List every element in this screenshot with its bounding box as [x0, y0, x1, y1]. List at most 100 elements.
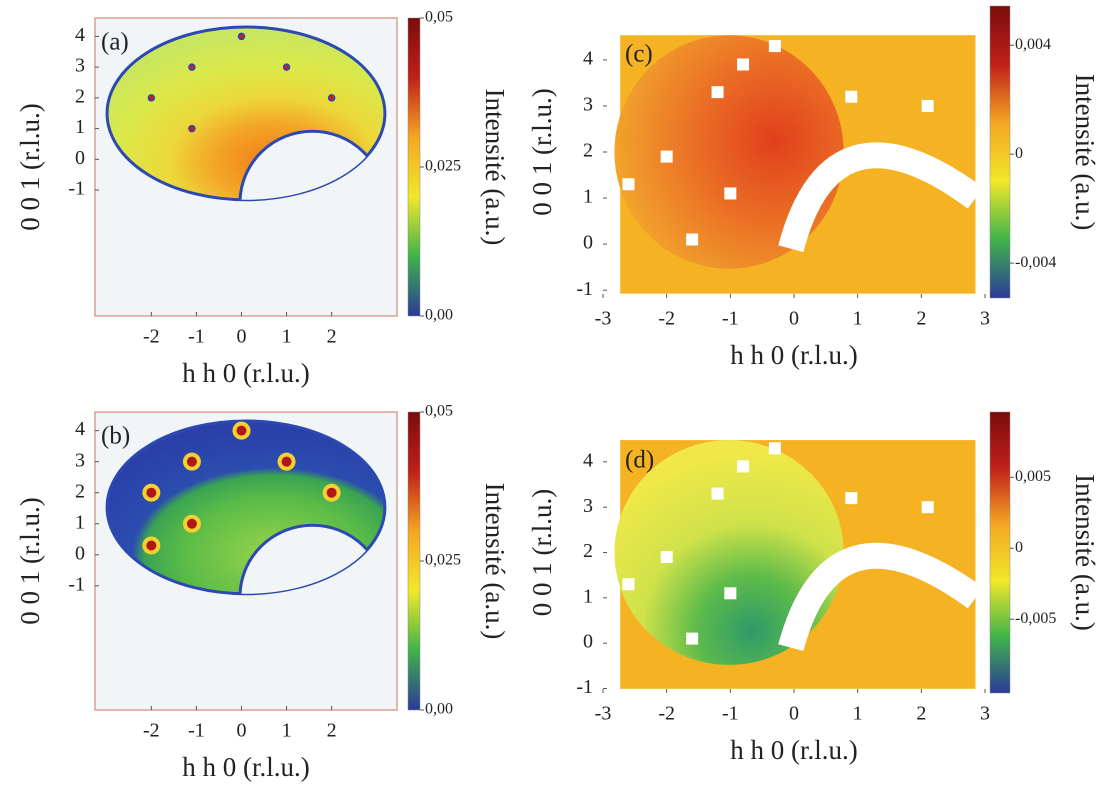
y-tick-label: -1 [68, 573, 85, 595]
bragg-peak [281, 456, 292, 467]
x-tick-label: -2 [143, 326, 160, 348]
colorbar-label: Intensité (a.u.) [1070, 474, 1100, 631]
x-tick-label: 1 [853, 308, 863, 330]
colorbar-label: Intensité (a.u.) [480, 89, 510, 246]
panel-label: (b) [101, 423, 130, 450]
x-tick-label: -1 [188, 326, 205, 348]
map-gap [778, 142, 984, 253]
masked-pixel [921, 501, 934, 514]
y-tick-label: 2 [75, 85, 85, 107]
bragg-peak [236, 425, 247, 436]
masked-pixel [737, 58, 750, 71]
bragg-peak [188, 124, 196, 133]
x-axis-label: h h 0 (r.l.u.) [730, 340, 858, 370]
colorbar-tick-label: 0,00 [425, 307, 453, 324]
masked-pixel [622, 178, 635, 191]
x-tick-label: 2 [916, 308, 926, 330]
y-axis-label: 0 0 1 (r.l.u.) [527, 489, 557, 617]
x-tick-label: 3 [980, 703, 990, 725]
bragg-peak [188, 63, 196, 71]
colorbar-tick-label: 0,025 [425, 158, 461, 175]
colorbar [407, 411, 421, 711]
masked-pixel [711, 487, 724, 500]
y-tick-label: 0 [75, 147, 85, 169]
colorbar-tick-label: -0,004 [1015, 254, 1056, 271]
masked-pixel [768, 40, 781, 53]
masked-pixel [660, 551, 673, 564]
panel-label: (c) [625, 41, 653, 68]
colorbar-label: Intensité (a.u.) [480, 483, 510, 640]
x-tick-label: 0 [236, 720, 246, 742]
x-tick-label: -3 [595, 703, 612, 725]
bragg-peak [282, 63, 291, 71]
x-tick-label: 0 [789, 308, 799, 330]
bragg-peak [146, 487, 157, 498]
x-tick-label: 1 [282, 720, 292, 742]
colorbar-tick-label: 0,005 [1015, 468, 1051, 485]
colorbar [407, 17, 421, 317]
masked-pixel [737, 460, 750, 473]
y-axis-label: 0 0 1 (r.l.u.) [15, 103, 45, 231]
y-tick-label: 2 [583, 140, 593, 162]
masked-pixel [711, 86, 724, 99]
x-tick-label: 0 [236, 326, 246, 348]
x-tick-label: 2 [327, 720, 337, 742]
y-tick-label: 4 [75, 418, 85, 440]
y-tick-label: -1 [576, 278, 593, 300]
map-gap [778, 542, 984, 652]
y-tick-label: 1 [75, 511, 85, 533]
masked-pixel [660, 150, 673, 163]
masked-pixel [845, 492, 858, 505]
bragg-peak [147, 94, 156, 102]
y-tick-label: 1 [583, 186, 593, 208]
x-tick-label: 0 [789, 703, 799, 725]
x-tick-label: -1 [188, 720, 205, 742]
x-tick-label: -1 [722, 703, 739, 725]
x-tick-label: 1 [282, 326, 292, 348]
x-tick-label: -3 [595, 308, 612, 330]
y-tick-label: 4 [583, 449, 593, 471]
y-tick-label: 0 [583, 631, 593, 653]
y-tick-label: 2 [75, 480, 85, 502]
y-tick-label: 0 [75, 542, 85, 564]
bragg-peak [146, 540, 157, 551]
panel-label: (a) [101, 29, 129, 56]
colorbar-tick-label: 0,025 [425, 552, 461, 569]
masked-pixel [845, 90, 858, 103]
colorbar-tick-label: 0,00 [425, 701, 453, 718]
y-tick-label: 1 [583, 585, 593, 607]
colorbar-tick-label: -0,005 [1015, 610, 1056, 627]
colorbar-tick-label: 0,05 [425, 9, 453, 26]
map-region [614, 440, 844, 665]
y-tick-label: 0 [583, 232, 593, 254]
colorbar-label: Intensité (a.u.) [1070, 74, 1100, 231]
bragg-peak [186, 456, 197, 467]
bragg-peak [327, 94, 336, 102]
masked-pixel [622, 578, 635, 591]
colorbar-tick-label: 0,05 [425, 403, 453, 420]
y-tick-label: 3 [583, 94, 593, 116]
bragg-peak [326, 487, 337, 498]
y-axis-label: 0 0 1 (r.l.u.) [527, 88, 557, 216]
y-axis-label: 0 0 1 (r.l.u.) [15, 497, 45, 625]
x-tick-label: -2 [143, 720, 160, 742]
masked-pixel [724, 187, 737, 200]
y-tick-label: -1 [576, 676, 593, 698]
colorbar [989, 5, 1011, 299]
x-axis-label: h h 0 (r.l.u.) [730, 735, 858, 765]
masked-pixel [768, 442, 781, 455]
masked-pixel [921, 99, 934, 112]
x-tick-label: -2 [658, 308, 675, 330]
colorbar [989, 411, 1011, 694]
y-tick-label: 3 [75, 55, 85, 77]
x-axis-label: h h 0 (r.l.u.) [182, 358, 310, 388]
panel-label: (d) [625, 447, 654, 474]
x-axis-label: h h 0 (r.l.u.) [182, 752, 310, 782]
y-tick-label: -1 [68, 178, 85, 200]
map-cutout [238, 523, 385, 594]
masked-pixel [686, 632, 699, 645]
y-tick-label: 2 [583, 540, 593, 562]
map-cutout [238, 129, 385, 200]
